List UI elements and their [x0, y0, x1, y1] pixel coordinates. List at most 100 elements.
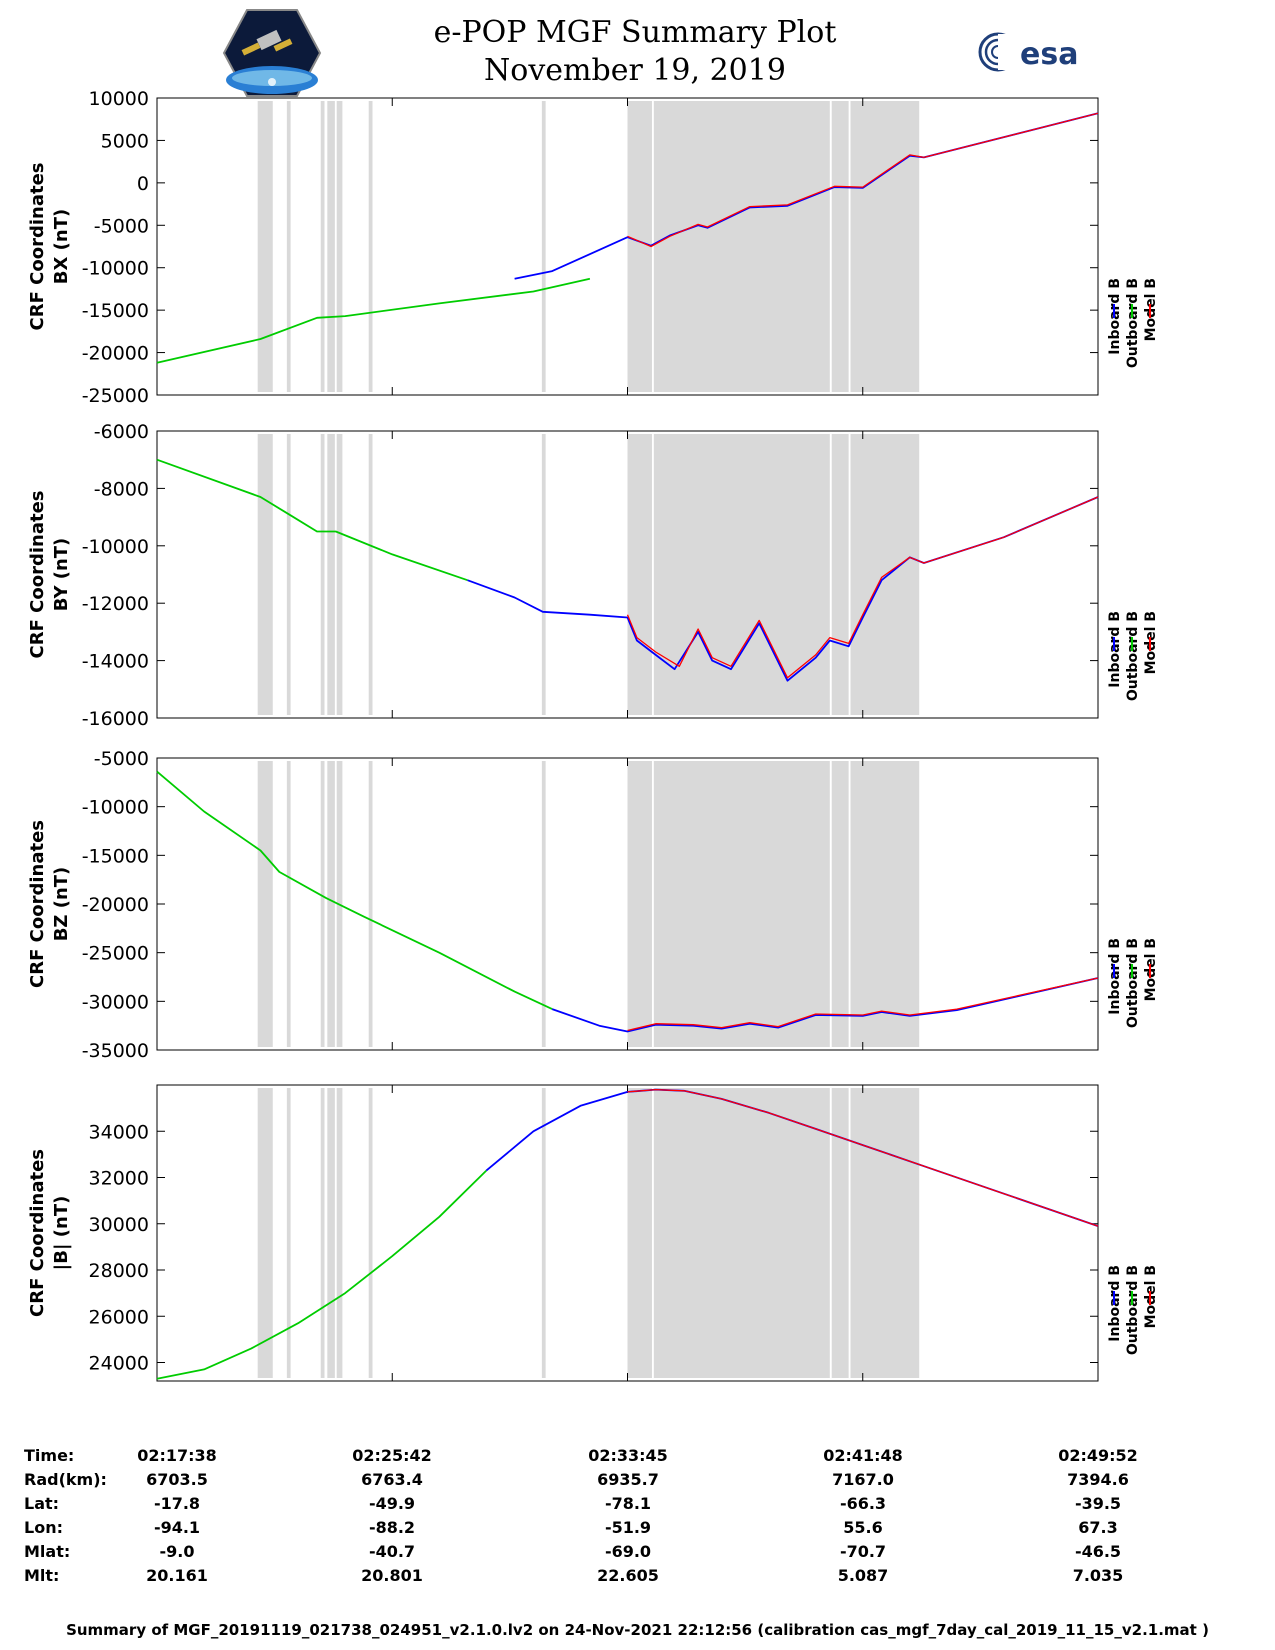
y-axis-units-label: |B| (nT)	[51, 1196, 72, 1271]
y-tick-label: -5000	[94, 748, 149, 770]
series-line-model-b	[626, 496, 1099, 679]
esa-emblem-icon: esa	[978, 32, 1078, 72]
info-cell: 02:33:45	[588, 1446, 668, 1465]
series-line-inboard-b	[551, 977, 1099, 1033]
shade-band	[336, 1088, 343, 1378]
info-row: Lon: -94.1 -88.2 -51.9 55.6 67.3	[0, 1518, 1275, 1542]
shade-band	[257, 761, 273, 1047]
shade-band	[327, 434, 335, 715]
shade-band	[653, 1088, 830, 1378]
shade-band	[368, 101, 373, 392]
info-row: Time: 02:17:38 02:25:42 02:33:45 02:41:48 02:…	[0, 1446, 1275, 1470]
shade-band	[257, 434, 273, 715]
series-line-model-b	[627, 977, 1099, 1032]
info-cell: 22.605	[597, 1566, 659, 1585]
info-row-label: Lat:	[24, 1494, 60, 1513]
shade-band	[368, 1088, 373, 1378]
info-cell: -69.0	[604, 1542, 652, 1561]
legend-label: Outboard B	[1125, 938, 1141, 1028]
info-cell: 7167.0	[832, 1470, 894, 1489]
y-tick-label: 34000	[89, 1121, 149, 1143]
series-line-model-b	[627, 1088, 1099, 1227]
series-line-outboard-b	[156, 277, 591, 364]
shade-band	[286, 434, 291, 715]
info-cell: -51.9	[604, 1518, 652, 1537]
shade-band	[257, 101, 273, 392]
legend-label: Outboard B	[1125, 611, 1141, 701]
y-tick-label: -12000	[82, 593, 149, 615]
shade-band	[653, 761, 830, 1047]
shade-band	[831, 761, 849, 1047]
shade-band	[653, 101, 830, 392]
shade-band	[286, 101, 291, 392]
shade-band	[368, 761, 373, 1047]
shade-band	[850, 1088, 920, 1378]
y-tick-label: -6000	[94, 421, 149, 443]
info-row-label: Mlt:	[24, 1566, 60, 1585]
y-axis-units-label: BX (nT)	[51, 209, 72, 284]
info-cell: 7394.6	[1067, 1470, 1129, 1489]
panel-3: -35000 -30000 -25000 -20000 -15000 -10000 -500…	[27, 748, 1159, 1062]
info-cell: 02:17:38	[137, 1446, 217, 1465]
shade-band	[286, 1088, 291, 1378]
panel-1: -25000 -20000 -15000 -10000 -5000 0 5000 10000 C…	[27, 88, 1159, 407]
shade-band	[627, 434, 652, 715]
footer-caption: Summary of MGF_20191119_021738_024951_v2…	[66, 1621, 1209, 1639]
info-row-label: Mlat:	[24, 1542, 71, 1561]
shade-band	[831, 1088, 849, 1378]
shade-band	[627, 1088, 652, 1378]
shade-band	[850, 101, 920, 392]
shade-band	[336, 101, 343, 392]
shade-band	[320, 434, 325, 715]
info-row-label: Time:	[24, 1446, 75, 1465]
info-cell: 6703.5	[146, 1470, 208, 1489]
shade-band	[627, 761, 652, 1047]
y-tick-label: -5000	[94, 215, 149, 237]
y-tick-label: -15000	[82, 300, 149, 322]
info-cell: 02:49:52	[1058, 1446, 1138, 1465]
info-row: Mlat: -9.0 -40.7 -69.0 -70.7 -46.5	[0, 1542, 1275, 1566]
y-tick-label: -14000	[82, 651, 149, 673]
info-cell: 7.035	[1072, 1566, 1124, 1585]
chart-title-block: e-POP MGF Summary Plot November 19, 2019	[400, 14, 870, 90]
y-tick-label: -30000	[82, 991, 149, 1013]
shade-band	[831, 101, 849, 392]
y-tick-label: 24000	[89, 1353, 149, 1375]
legend-label: Outboard B	[1125, 278, 1141, 368]
series-line-outboard-b	[156, 1169, 487, 1380]
panel-2: -16000 -14000 -12000 -10000 -8000 -6000 CRF Co…	[27, 421, 1159, 730]
y-axis-label: CRF Coordinates	[27, 820, 48, 988]
info-row: Rad(km): 6703.5 6763.4 6935.7 7167.0 7394.6	[0, 1470, 1275, 1494]
y-tick-label: -10000	[82, 797, 149, 819]
shade-band	[320, 1088, 325, 1378]
y-tick-label: -10000	[82, 536, 149, 558]
shade-band	[831, 434, 849, 715]
esa-logo-text: esa	[1020, 37, 1078, 72]
y-axis-units-label: BZ (nT)	[51, 867, 72, 942]
shade-band	[541, 1088, 546, 1378]
info-cell: 02:25:42	[352, 1446, 432, 1465]
y-tick-label: 5000	[101, 130, 149, 152]
info-cell: -66.3	[839, 1494, 887, 1513]
shade-band	[327, 761, 335, 1047]
y-tick-label: 30000	[89, 1214, 149, 1236]
plot-canvas: -25000 -20000 -15000 -10000 -5000 0 5000 10000 C…	[27, 88, 1159, 1382]
shade-band	[627, 101, 652, 392]
info-row-label: Rad(km):	[24, 1470, 107, 1489]
y-tick-label: -15000	[82, 845, 149, 867]
info-cell: 6935.7	[597, 1470, 659, 1489]
series-line-model-b	[627, 112, 1099, 248]
shade-band	[368, 434, 373, 715]
info-cell: -40.7	[368, 1542, 416, 1561]
shade-band	[320, 101, 325, 392]
info-cell: 5.087	[837, 1566, 889, 1585]
info-cell: 6763.4	[361, 1470, 423, 1489]
y-tick-label: 26000	[89, 1306, 149, 1328]
shade-band	[327, 101, 335, 392]
y-tick-label: -35000	[82, 1040, 149, 1062]
y-axis-label: CRF Coordinates	[27, 1149, 48, 1317]
y-axis-label: CRF Coordinates	[27, 163, 48, 331]
info-cell: -70.7	[839, 1542, 887, 1561]
esa-logo: esa	[976, 30, 1096, 74]
shade-band	[336, 434, 343, 715]
